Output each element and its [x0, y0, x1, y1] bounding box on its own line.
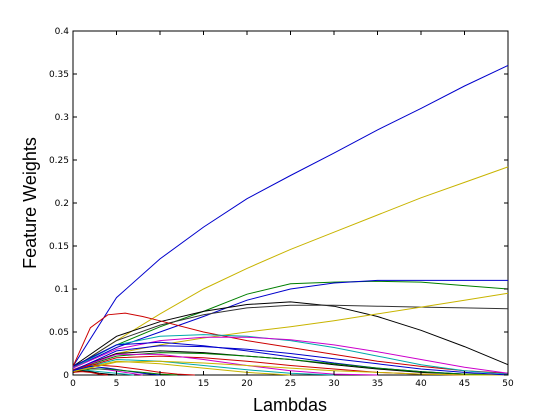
x-tick-label: 25 — [285, 379, 296, 389]
series-line-25 — [72, 360, 508, 376]
x-axis-title: Lambdas — [253, 395, 327, 415]
x-tick-label: 20 — [241, 379, 253, 389]
y-tick-label: 0.05 — [49, 328, 69, 338]
x-tick-label: 45 — [459, 379, 470, 389]
series-line-24 — [72, 371, 108, 376]
series-line-15 — [72, 353, 378, 376]
x-tick-label: 30 — [328, 379, 340, 389]
y-tick-label: 0 — [63, 371, 69, 381]
series-line-5 — [72, 301, 509, 367]
x-tick-label: 15 — [198, 379, 209, 389]
plot-area — [72, 30, 509, 376]
tick-layer: 0 5 10 15 20 25 30 35 40 45 50 0 0.05 0.1 0.15 0.2 0.25 0… — [49, 27, 514, 389]
series-line-6 — [72, 304, 509, 369]
x-tick-label: 0 — [70, 379, 76, 389]
x-tick-label: 50 — [502, 379, 514, 389]
y-tick-label: 0.25 — [49, 156, 69, 166]
series-line-3 — [72, 280, 509, 367]
y-tick-label: 0.1 — [55, 285, 69, 295]
series-line-26 — [72, 345, 509, 376]
series-layer — [72, 64, 509, 376]
series-line-1 — [72, 64, 509, 367]
series-line-4 — [72, 279, 508, 369]
y-tick-label: 0.15 — [49, 242, 69, 252]
y-axis-title: Feature Weights — [20, 137, 40, 269]
series-line-13 — [72, 352, 509, 376]
x-tick-label: 10 — [154, 379, 166, 389]
series-line-9 — [72, 334, 509, 375]
series-line-2 — [72, 166, 509, 369]
x-tick-label: 5 — [114, 379, 120, 389]
y-tick-label: 0.35 — [49, 70, 69, 80]
series-line-17 — [72, 360, 291, 376]
y-tick-label: 0.2 — [55, 199, 69, 209]
x-tick-label: 40 — [415, 379, 427, 389]
series-line-8 — [72, 312, 509, 374]
series-line-18 — [72, 364, 195, 376]
x-tick-label: 35 — [372, 379, 383, 389]
series-line-23 — [72, 370, 117, 376]
y-tick-label: 0.3 — [55, 113, 69, 123]
y-tick-label: 0.4 — [55, 27, 70, 37]
